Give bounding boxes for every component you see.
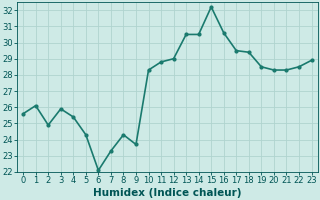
X-axis label: Humidex (Indice chaleur): Humidex (Indice chaleur) bbox=[93, 188, 242, 198]
